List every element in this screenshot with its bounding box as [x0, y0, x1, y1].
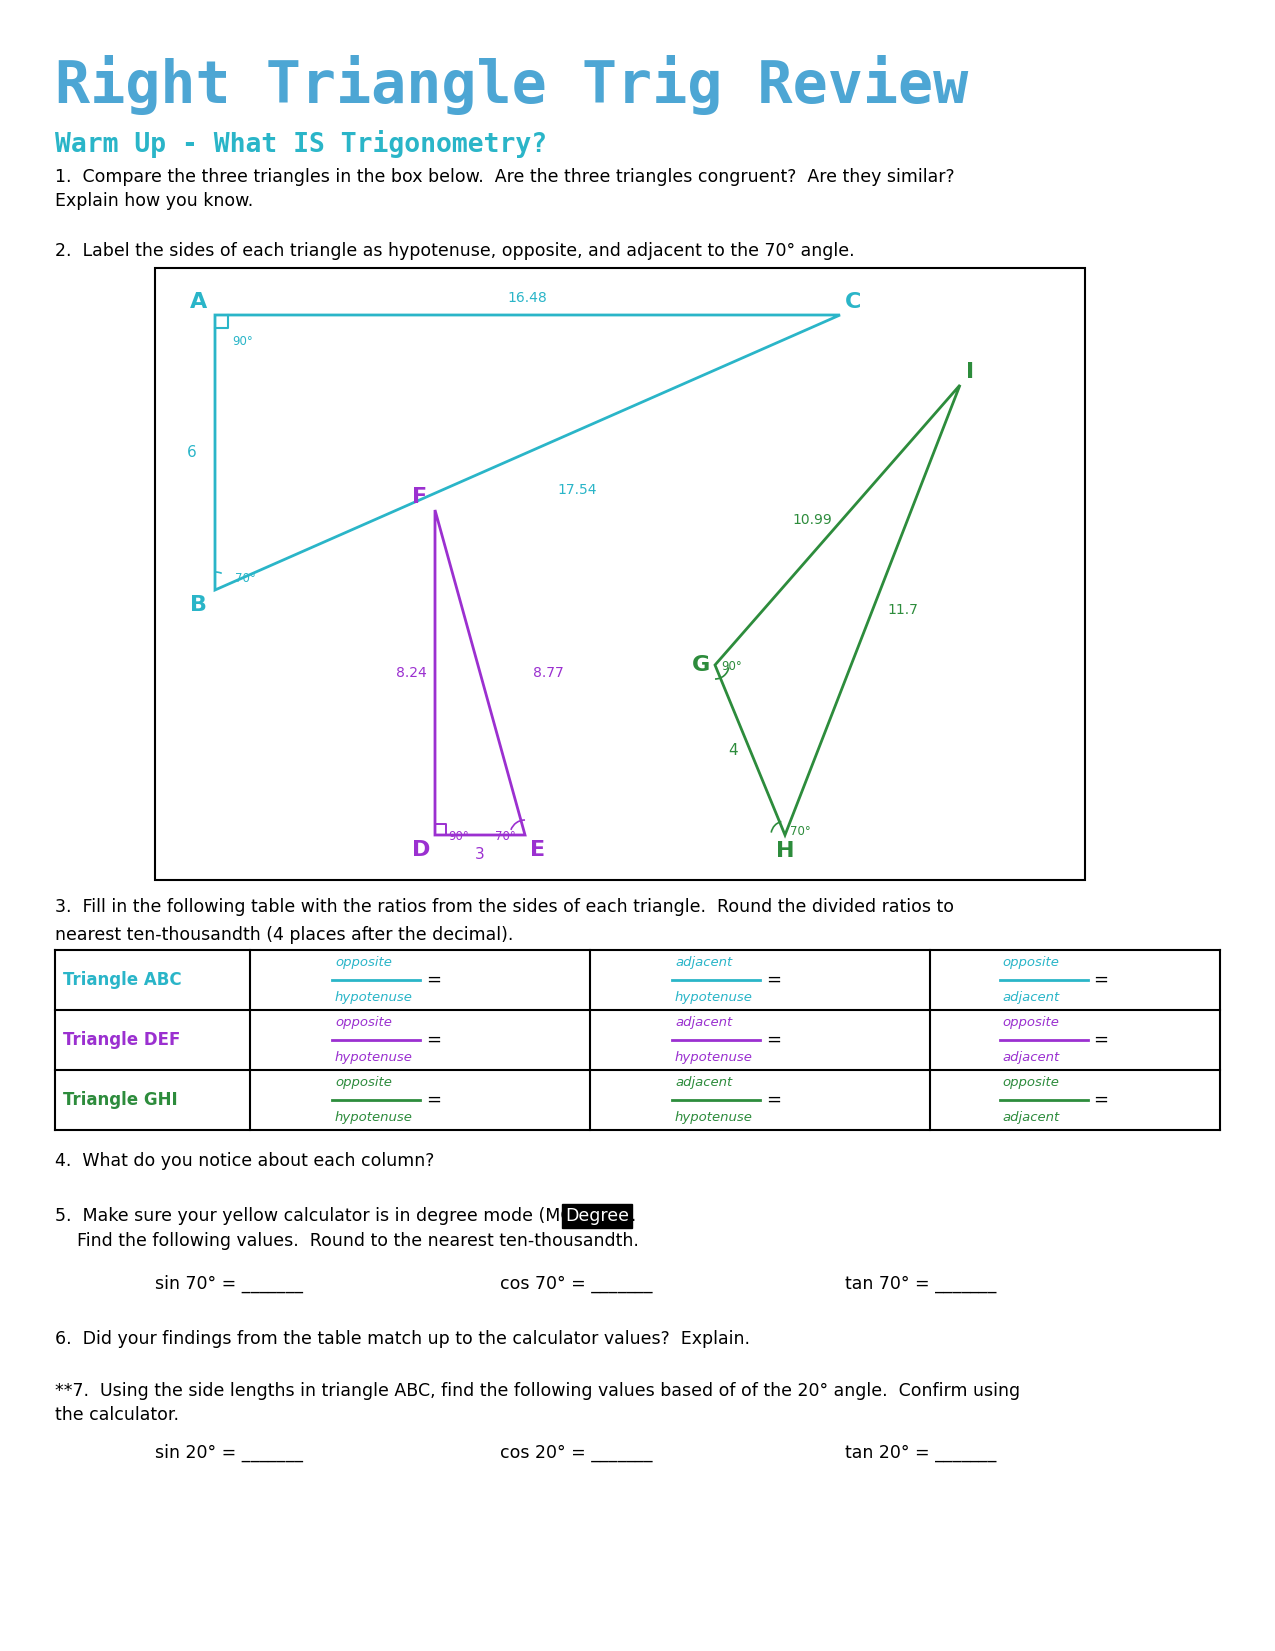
- Text: 8.24: 8.24: [397, 665, 427, 680]
- Text: C: C: [845, 292, 862, 312]
- Text: adjacent: adjacent: [674, 1076, 732, 1090]
- Text: tan 20° = _______: tan 20° = _______: [845, 1445, 996, 1463]
- Text: Triangle DEF: Triangle DEF: [62, 1030, 180, 1048]
- Text: I: I: [966, 362, 974, 381]
- Text: adjacent: adjacent: [1002, 991, 1060, 1004]
- Text: hypotenuse: hypotenuse: [674, 991, 752, 1004]
- Text: cos 20° = _______: cos 20° = _______: [500, 1445, 653, 1463]
- Text: opposite: opposite: [1002, 1015, 1060, 1029]
- Text: 90°: 90°: [448, 830, 469, 844]
- Text: =: =: [1094, 1030, 1108, 1048]
- Text: adjacent: adjacent: [1002, 1052, 1060, 1063]
- Text: hypotenuse: hypotenuse: [335, 991, 413, 1004]
- Text: 6.  Did your findings from the table match up to the calculator values?  Explain: 6. Did your findings from the table matc…: [55, 1331, 750, 1347]
- Text: =: =: [766, 1030, 782, 1048]
- Text: 16.48: 16.48: [507, 291, 547, 305]
- Text: opposite: opposite: [335, 1015, 391, 1029]
- Text: 8.77: 8.77: [533, 665, 564, 680]
- Text: 3.  Fill in the following table with the ratios from the sides of each triangle.: 3. Fill in the following table with the …: [55, 898, 954, 916]
- Text: ).: ).: [625, 1207, 638, 1225]
- Text: hypotenuse: hypotenuse: [335, 1052, 413, 1063]
- Text: adjacent: adjacent: [1002, 1111, 1060, 1124]
- Text: sin 20° = _______: sin 20° = _______: [156, 1445, 303, 1463]
- Text: opposite: opposite: [1002, 1076, 1060, 1090]
- Text: Warm Up - What IS Trigonometry?: Warm Up - What IS Trigonometry?: [55, 130, 547, 158]
- Text: G: G: [692, 655, 710, 675]
- Text: H: H: [775, 840, 794, 862]
- Text: 3: 3: [476, 847, 484, 862]
- Bar: [156, 267, 1085, 880]
- Text: Find the following values.  Round to the nearest ten-thousandth.: Find the following values. Round to the …: [55, 1232, 639, 1250]
- Text: A: A: [190, 292, 207, 312]
- Text: cos 70° = _______: cos 70° = _______: [500, 1275, 653, 1293]
- Text: Right Triangle Trig Review: Right Triangle Trig Review: [55, 54, 968, 116]
- Text: 11.7: 11.7: [887, 603, 918, 617]
- Text: Degree: Degree: [565, 1207, 629, 1225]
- Text: opposite: opposite: [335, 956, 391, 969]
- Text: 70°: 70°: [235, 571, 256, 584]
- Text: =: =: [1094, 971, 1108, 989]
- Text: 70°: 70°: [790, 826, 811, 839]
- Text: B: B: [190, 594, 207, 616]
- Text: Triangle ABC: Triangle ABC: [62, 971, 181, 989]
- Text: sin 70° = _______: sin 70° = _______: [156, 1275, 303, 1293]
- Text: opposite: opposite: [335, 1076, 391, 1090]
- Text: 90°: 90°: [720, 660, 742, 674]
- Text: 5.  Make sure your yellow calculator is in degree mode (MODE ->: 5. Make sure your yellow calculator is i…: [55, 1207, 631, 1225]
- Text: =: =: [426, 1030, 441, 1048]
- Text: nearest ten-thousandth (4 places after the decimal).: nearest ten-thousandth (4 places after t…: [55, 926, 514, 944]
- Text: **7.  Using the side lengths in triangle ABC, find the following values based of: **7. Using the side lengths in triangle …: [55, 1382, 1020, 1423]
- Text: D: D: [412, 840, 430, 860]
- Text: 1.  Compare the three triangles in the box below.  Are the three triangles congr: 1. Compare the three triangles in the bo…: [55, 168, 955, 210]
- Text: 2.  Label the sides of each triangle as hypotenuse, opposite, and adjacent to th: 2. Label the sides of each triangle as h…: [55, 243, 854, 259]
- Text: 4: 4: [728, 743, 738, 758]
- Text: =: =: [1094, 1091, 1108, 1109]
- Text: adjacent: adjacent: [674, 956, 732, 969]
- Text: 10.99: 10.99: [793, 513, 833, 527]
- Text: adjacent: adjacent: [674, 1015, 732, 1029]
- Text: 90°: 90°: [232, 335, 252, 348]
- Text: 6: 6: [187, 446, 198, 461]
- Text: hypotenuse: hypotenuse: [674, 1111, 752, 1124]
- Text: =: =: [426, 971, 441, 989]
- Text: opposite: opposite: [1002, 956, 1060, 969]
- Text: 17.54: 17.54: [557, 482, 597, 497]
- Text: =: =: [766, 971, 782, 989]
- Text: =: =: [766, 1091, 782, 1109]
- Text: 70°: 70°: [495, 830, 516, 844]
- Text: 4.  What do you notice about each column?: 4. What do you notice about each column?: [55, 1152, 435, 1171]
- Text: F: F: [412, 487, 427, 507]
- Text: Triangle GHI: Triangle GHI: [62, 1091, 177, 1109]
- Text: =: =: [426, 1091, 441, 1109]
- Text: E: E: [530, 840, 546, 860]
- Text: hypotenuse: hypotenuse: [674, 1052, 752, 1063]
- Text: tan 70° = _______: tan 70° = _______: [845, 1275, 996, 1293]
- Text: hypotenuse: hypotenuse: [335, 1111, 413, 1124]
